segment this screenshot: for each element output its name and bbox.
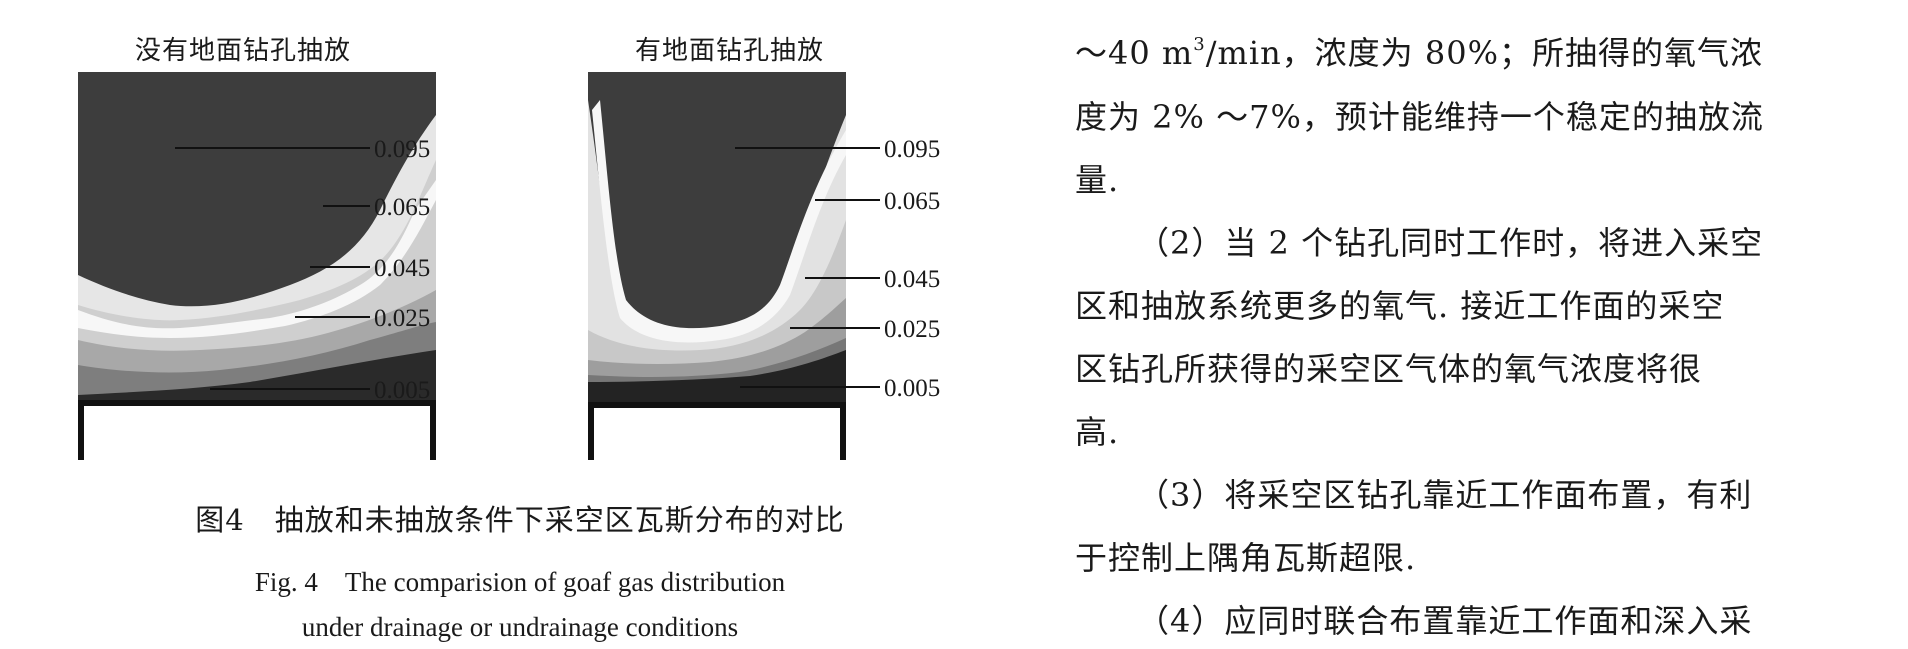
body-line-5: 区和抽放系统更多的氧气. 接近工作面的采空 [1075, 287, 1725, 325]
right-label-0045: 0.045 [884, 266, 940, 293]
figure-caption-en-line2: under drainage or undrainage conditions [301, 612, 739, 642]
body-line-4: （2）当 2 个钻孔同时工作时，将进入采空 [1137, 224, 1764, 262]
body-line-1: ～40 m3/min，浓度为 80%；所抽得的氧气浓 [1075, 34, 1763, 72]
body-line-10: （4）应同时联合布置靠近工作面和深入采 [1137, 602, 1753, 640]
left-label-0025: 0.025 [374, 305, 430, 332]
left-label-0065: 0.065 [374, 194, 430, 221]
body-line-9: 于控制上隅角瓦斯超限. [1075, 539, 1417, 577]
right-label-0025: 0.025 [884, 316, 940, 343]
left-label-0045: 0.045 [374, 255, 430, 282]
body-line-2: 度为 2% ～7%，预计能维持一个稳定的抽放流 [1075, 98, 1764, 136]
right-label-0065: 0.065 [884, 188, 940, 215]
body-line-7: 高. [1075, 413, 1120, 451]
figure-caption-cn: 图4 抽放和未抽放条件下采空区瓦斯分布的对比 [195, 503, 845, 537]
body-line-8: （3）将采空区钻孔靠近工作面布置，有利 [1137, 476, 1753, 514]
body-line-6: 区钻孔所获得的采空区气体的氧气浓度将很 [1075, 350, 1703, 388]
left-band-white [78, 180, 436, 338]
right-label-0005: 0.005 [884, 375, 940, 402]
figure-caption-en-line1: Fig. 4 The comparision of goaf gas distr… [254, 567, 786, 597]
body-line-3: 量. [1075, 161, 1120, 199]
right-label-0095: 0.095 [884, 136, 940, 163]
right-band-white [592, 100, 846, 343]
left-contour-panel: 0.095 0.065 0.045 0.025 0.005 [78, 72, 436, 460]
left-label-0005: 0.005 [374, 377, 430, 404]
right-contour-panel: 0.095 0.065 0.045 0.025 0.005 [588, 72, 940, 460]
left-label-0095: 0.095 [374, 136, 430, 163]
left-panel-title: 没有地面钻孔抽放 [135, 36, 352, 66]
right-panel-title: 有地面钻孔抽放 [635, 36, 825, 66]
